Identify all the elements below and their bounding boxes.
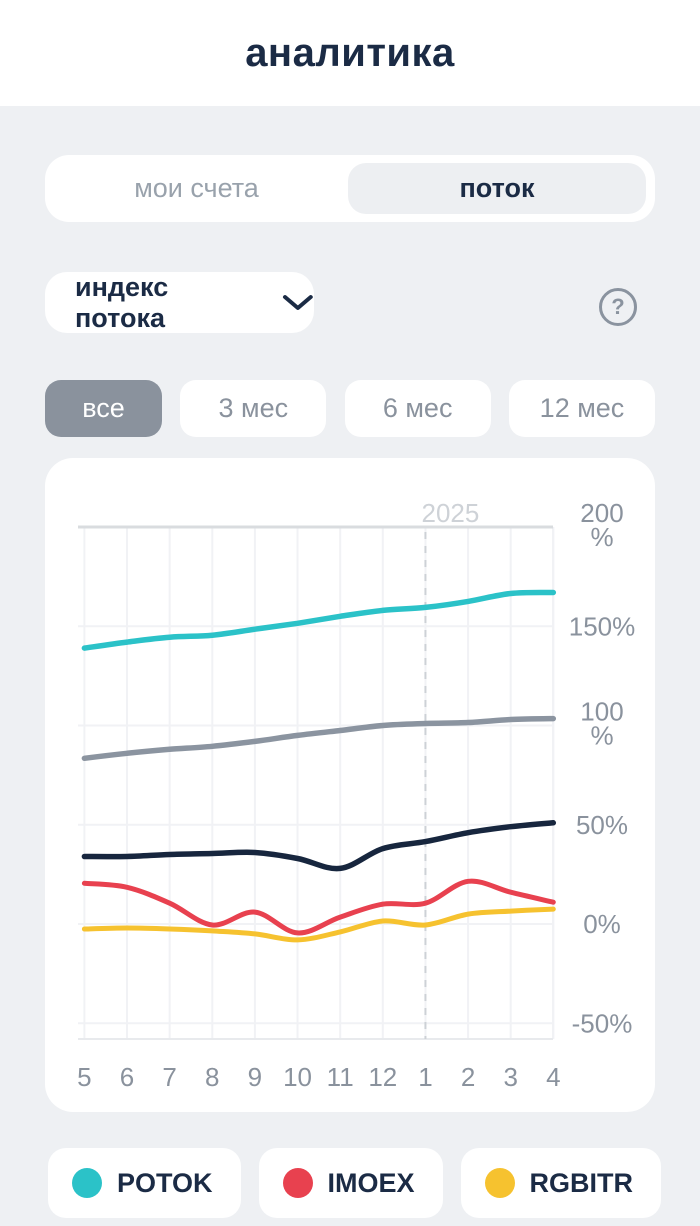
chart-legend: POTOK IMOEX RGBITR (48, 1148, 662, 1218)
x-tick-label: 6 (120, 1062, 134, 1092)
series-line-RGBITR (81, 906, 556, 943)
range-button-3m[interactable]: 3 мес (180, 380, 327, 437)
year-annotation: 2025 (422, 498, 480, 528)
x-tick-label: 5 (77, 1062, 91, 1092)
y-tick-label: 150% (569, 611, 636, 641)
x-tick-label: 2 (461, 1062, 475, 1092)
chevron-down-icon (283, 294, 314, 310)
x-tick-label: 11 (327, 1062, 354, 1092)
legend-label: POTOK (117, 1167, 213, 1198)
page-title: аналитика (245, 30, 455, 75)
y-tick-label: -50% (572, 1008, 633, 1038)
series-line-gray-series (81, 715, 557, 762)
x-tick-label: 4 (546, 1062, 560, 1092)
help-button[interactable]: ? (599, 288, 637, 326)
app-header: аналитика (0, 0, 700, 106)
tab-switcher: мои счета поток (45, 155, 655, 222)
question-mark-icon: ? (611, 294, 625, 319)
legend-item-rgbitr[interactable]: RGBITR (460, 1148, 662, 1218)
y-tick-label: 200% (580, 498, 623, 552)
x-tick-label: 3 (503, 1062, 517, 1092)
chart-card: 2025 200% 150% 100% 50% 0% -50% 5 6 7 8 9 10 11 12 1 2 3 4 (45, 458, 655, 1112)
range-button-all[interactable]: все (45, 380, 162, 437)
potok-color-dot (72, 1168, 102, 1198)
x-tick-label: 8 (205, 1062, 219, 1092)
legend-label: RGBITR (529, 1167, 634, 1198)
y-tick-label: 100% (580, 697, 623, 751)
y-tick-label: 0% (583, 909, 621, 939)
imoex-color-dot (282, 1168, 313, 1198)
legend-item-potok[interactable]: POTOK (48, 1148, 241, 1218)
legend-label: IMOEX (327, 1167, 415, 1198)
x-tick-label: 10 (283, 1062, 312, 1092)
range-button-12m[interactable]: 12 мес (508, 380, 655, 437)
series-line-IMOEX (81, 878, 556, 936)
x-tick-label: 12 (368, 1062, 397, 1092)
tab-my-accounts[interactable]: мои счета (134, 173, 259, 203)
tab-active-indicator (348, 163, 646, 214)
tab-potok[interactable]: поток (459, 173, 535, 203)
rgbitr-color-dot (484, 1168, 515, 1198)
index-dropdown[interactable]: индекс потока (45, 272, 314, 333)
x-tick-label: 1 (418, 1062, 432, 1092)
y-tick-label: 50% (576, 810, 628, 840)
x-tick-label: 9 (248, 1062, 262, 1092)
flow-chart: 2025 200 %150%100 %50%0%-50%5 6 7 8 9 10 11 12 1 2 3 4 (77, 498, 636, 1092)
x-tick-label: 7 (162, 1062, 176, 1092)
legend-item-imoex[interactable]: IMOEX (258, 1148, 443, 1218)
series-line-navy-series (81, 820, 557, 872)
series-line-POTOK (81, 589, 557, 651)
range-button-6m[interactable]: 6 мес (344, 380, 491, 437)
index-dropdown-label: индекс потока (75, 271, 169, 333)
range-button-row: все 3 мес 6 мес 12 мес (45, 380, 655, 437)
